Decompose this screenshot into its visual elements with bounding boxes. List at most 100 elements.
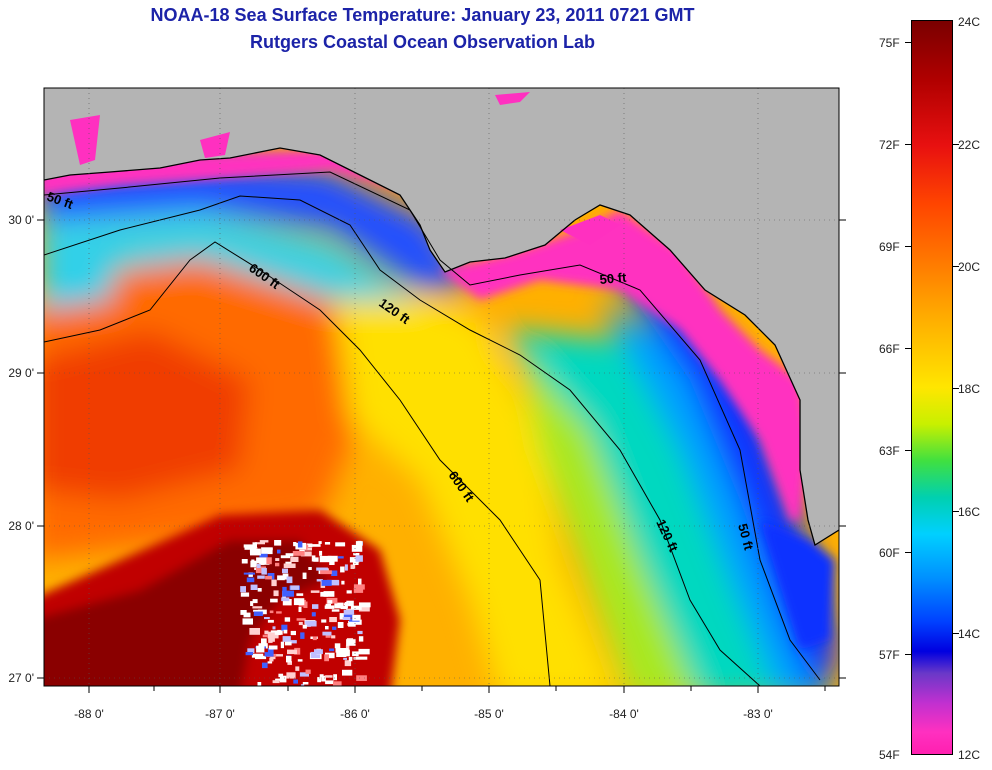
noise-speck xyxy=(286,576,293,584)
map-title: NOAA-18 Sea Surface Temperature: January… xyxy=(150,5,695,25)
noise-speck xyxy=(327,555,338,562)
noise-speck xyxy=(272,680,280,684)
noise-speck xyxy=(275,562,280,567)
noise-speck xyxy=(256,563,261,568)
noise-speck xyxy=(325,652,335,659)
noise-speck xyxy=(333,681,342,686)
noise-speck xyxy=(331,609,340,612)
noise-speck xyxy=(317,677,321,683)
noise-speck xyxy=(281,624,288,631)
noise-speck xyxy=(325,675,333,678)
noise-speck xyxy=(310,651,320,658)
noise-speck xyxy=(259,559,270,565)
c-label: 22C xyxy=(958,138,981,152)
noise-speck xyxy=(319,555,332,563)
noise-speck xyxy=(262,634,268,638)
noise-speck xyxy=(332,626,337,630)
noise-speck xyxy=(279,675,287,683)
noise-speck xyxy=(329,648,335,652)
noise-speck xyxy=(293,542,297,547)
noise-speck xyxy=(284,641,292,646)
lon-label: -84 0' xyxy=(609,707,639,721)
noise-speck xyxy=(250,601,254,606)
noise-speck xyxy=(302,572,307,579)
noise-speck xyxy=(269,634,275,642)
noise-speck xyxy=(327,579,339,585)
lon-label: -88 0' xyxy=(74,707,104,721)
noise-speck xyxy=(313,557,319,562)
noise-speck xyxy=(262,662,268,669)
noise-speck xyxy=(310,590,320,593)
noise-speck xyxy=(264,630,269,635)
lat-label: 30 0' xyxy=(8,213,34,227)
noise-speck xyxy=(312,544,321,547)
noise-speck xyxy=(285,553,294,557)
noise-speck xyxy=(342,669,353,676)
noise-speck xyxy=(305,620,317,627)
noise-speck xyxy=(290,630,296,636)
noise-speck xyxy=(278,673,284,678)
c-label: 20C xyxy=(958,260,981,274)
noise-speck xyxy=(297,659,303,662)
noise-speck xyxy=(275,558,280,561)
noise-speck xyxy=(301,684,305,686)
noise-speck xyxy=(287,661,292,665)
noise-speck xyxy=(251,559,255,566)
noise-speck xyxy=(265,575,272,580)
noise-speck xyxy=(334,643,341,649)
noise-speck xyxy=(338,556,344,559)
colorbar-tick xyxy=(905,654,911,655)
noise-speck xyxy=(244,545,257,550)
noise-speck xyxy=(247,648,255,654)
noise-speck xyxy=(355,555,363,562)
noise-speck xyxy=(282,586,287,594)
noise-speck xyxy=(356,675,367,681)
noise-speck xyxy=(280,641,284,649)
noise-speck xyxy=(286,672,296,679)
noise-speck xyxy=(272,626,276,630)
colorbar-tick xyxy=(905,450,911,451)
noise-speck xyxy=(342,613,353,618)
lon-label: -87 0' xyxy=(205,707,235,721)
noise-speck xyxy=(355,656,368,660)
noise-speck xyxy=(311,612,316,617)
noise-speck xyxy=(248,572,253,577)
noise-speck xyxy=(282,599,292,606)
noise-speck xyxy=(296,618,306,621)
sst-map: 50 ft 600 ft 120 ft 50 ft 600 ft 120 ft … xyxy=(8,87,846,721)
noise-speck xyxy=(290,556,299,562)
noise-speck xyxy=(254,542,265,545)
temperature-colorbar xyxy=(911,20,953,755)
noise-speck xyxy=(353,588,364,593)
noise-speck xyxy=(245,652,253,656)
noise-speck xyxy=(333,674,337,681)
noise-speck xyxy=(334,602,344,609)
noise-speck xyxy=(302,682,309,685)
noise-speck xyxy=(322,631,332,636)
noise-speck xyxy=(287,640,297,644)
colorbar-tick xyxy=(905,42,911,43)
noise-speck xyxy=(358,606,370,612)
noise-speck xyxy=(343,609,355,615)
noise-speck xyxy=(287,649,297,655)
noise-speck xyxy=(298,621,303,626)
noise-speck xyxy=(293,598,305,606)
noise-speck xyxy=(267,648,274,655)
noise-speck xyxy=(274,540,282,546)
noise-speck xyxy=(264,652,274,657)
noise-speck xyxy=(341,580,345,585)
noise-speck xyxy=(284,617,291,622)
noise-speck xyxy=(335,542,346,547)
noise-speck xyxy=(343,603,351,606)
f-label: 75F xyxy=(879,36,900,50)
noise-speck xyxy=(298,606,302,612)
noise-speck xyxy=(277,549,281,554)
noise-speck xyxy=(252,599,258,604)
noise-speck xyxy=(357,630,363,635)
noise-speck xyxy=(344,564,348,571)
map-subtitle: Rutgers Coastal Ocean Observation Lab xyxy=(249,32,596,52)
noise-speck xyxy=(240,592,250,597)
noise-speck xyxy=(261,567,267,575)
noise-speck xyxy=(320,570,332,575)
noise-speck xyxy=(276,611,282,614)
